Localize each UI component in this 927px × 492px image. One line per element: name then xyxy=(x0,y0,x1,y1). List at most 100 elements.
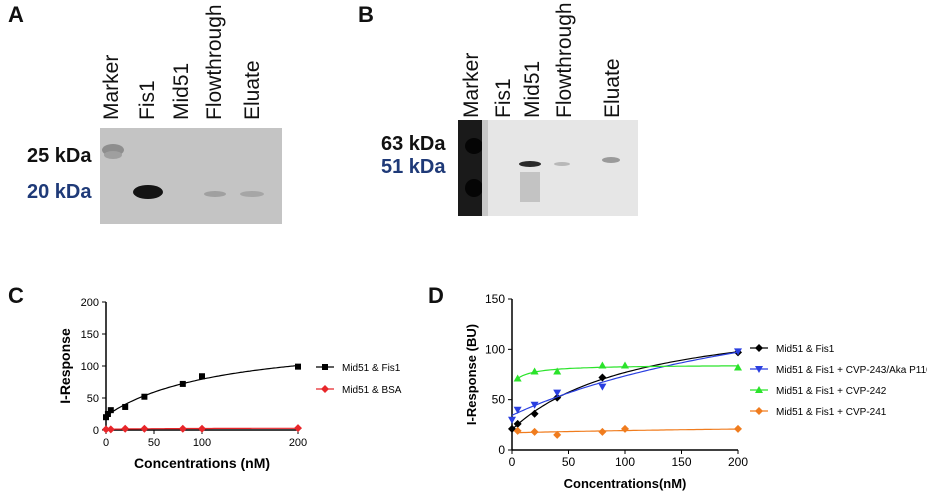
x-tick-label: 0 xyxy=(103,437,109,449)
fit-curve-2 xyxy=(511,351,739,416)
legend-marker-1 xyxy=(755,344,763,352)
gel-a-fis1-band xyxy=(133,185,163,199)
legend-marker-2 xyxy=(755,366,763,373)
legend-marker-1 xyxy=(322,364,328,370)
data-point xyxy=(530,427,539,436)
data-point xyxy=(530,401,539,409)
gel-b-lane-marker: Marker xyxy=(460,52,483,118)
data-point xyxy=(553,393,562,402)
x-tick-label: 200 xyxy=(289,437,307,449)
data-point xyxy=(598,383,607,391)
data-point xyxy=(734,348,742,356)
data-point xyxy=(106,425,115,434)
gel-b-lane-flowthrough: Flowthrough xyxy=(553,2,576,118)
fit-curve-1 xyxy=(511,351,739,430)
data-point xyxy=(122,403,129,410)
data-point xyxy=(508,416,516,424)
gel-b-eluate-band xyxy=(602,157,620,163)
legend-marker-2 xyxy=(321,385,329,393)
data-point xyxy=(102,425,110,434)
x-tick-label: 100 xyxy=(615,455,635,469)
y-axis-label: I-Response xyxy=(57,328,73,404)
data-point xyxy=(598,361,607,369)
x-tick-label: 50 xyxy=(148,437,160,449)
legend-label-2: Mid51 & BSA xyxy=(342,385,402,396)
gel-b-lane-eluate: Eluate xyxy=(601,58,624,118)
gel-a-eluate-band xyxy=(240,191,264,197)
data-point xyxy=(553,430,562,439)
gel-a-flowthrough-band xyxy=(204,191,226,197)
gel-b-lane-fis1: Fis1 xyxy=(492,78,515,118)
data-point xyxy=(513,419,522,428)
data-point xyxy=(530,367,539,375)
y-tick-label: 150 xyxy=(485,292,505,306)
panel-label-c: C xyxy=(8,283,24,308)
panel-label-a: A xyxy=(8,2,24,27)
data-point xyxy=(513,374,522,382)
gel-image-a xyxy=(100,128,282,224)
data-point xyxy=(621,361,629,369)
x-tick-label: 0 xyxy=(509,455,516,469)
panel-label-d: D xyxy=(428,283,444,308)
y-tick-label: 0 xyxy=(93,425,99,437)
y-tick-label: 100 xyxy=(485,342,505,356)
chart-c: 0 50 100 150 200 0 50 100 200 Concentrations (nM)… xyxy=(57,297,402,471)
data-point xyxy=(198,424,206,433)
x-axis-label: Concentrations (nM) xyxy=(134,455,270,471)
data-point xyxy=(513,426,522,435)
gel-a-marker-25kda: 25 kDa xyxy=(27,145,92,167)
data-point xyxy=(294,424,302,433)
gel-a-lane-marker: Marker xyxy=(100,54,123,120)
gel-a-lane-mid51: Mid51 xyxy=(170,62,193,120)
y-tick-label: 50 xyxy=(87,393,99,405)
x-tick-label: 200 xyxy=(728,455,748,469)
data-point xyxy=(734,424,742,433)
gel-b-mid51-band xyxy=(519,161,541,167)
gel-b-lane-mid51: Mid51 xyxy=(521,60,544,118)
data-point xyxy=(178,424,187,433)
gel-b-marker-63kda: 63 kDa xyxy=(381,133,446,155)
data-point xyxy=(553,367,562,375)
data-point xyxy=(107,407,114,414)
data-point xyxy=(513,406,522,414)
y-tick-label: 150 xyxy=(81,329,99,341)
legend-label-1: Mid51 & Fis1 xyxy=(342,363,401,374)
gel-b-flowthrough-band xyxy=(554,162,570,166)
data-point xyxy=(621,424,629,433)
data-point xyxy=(141,393,148,400)
data-point xyxy=(199,373,205,380)
y-tick-label: 0 xyxy=(498,443,505,457)
data-point xyxy=(295,363,301,370)
data-point xyxy=(553,389,562,397)
data-point xyxy=(104,411,111,417)
gel-a-lane-fis1: Fis1 xyxy=(136,80,159,120)
legend-label-1: Mid51 & Fis1 xyxy=(776,344,835,355)
y-tick-label: 100 xyxy=(81,361,99,373)
panel-label-b: B xyxy=(358,2,374,27)
y-tick-label: 200 xyxy=(81,297,99,309)
gel-b-marker-51kda: 51 kDa xyxy=(381,156,446,178)
data-point xyxy=(103,414,109,421)
x-tick-label: 100 xyxy=(193,437,211,449)
data-point xyxy=(121,424,130,433)
legend-label-3: Mid51 & Fis1 + CVP-242 xyxy=(776,386,887,397)
gel-a-marker-20kda: 20 kDa xyxy=(27,181,92,203)
y-tick-label: 50 xyxy=(492,393,506,407)
gel-image-b xyxy=(458,120,638,216)
x-tick-label: 50 xyxy=(562,455,576,469)
data-point xyxy=(140,424,149,433)
chart-d: 0 50 100 150 0 50 100 150 200 Concentrations(nM) I… xyxy=(464,292,927,491)
data-point xyxy=(530,409,539,418)
legend-label-2: Mid51 & Fis1 + CVP-243/Aka P110 xyxy=(776,365,927,376)
data-point xyxy=(598,427,607,436)
fit-curve-1 xyxy=(105,364,299,417)
gel-a-lane-flowthrough: Flowthrough xyxy=(203,4,226,120)
data-point xyxy=(734,363,742,371)
x-tick-label: 150 xyxy=(671,455,691,469)
gel-a-lane-eluate: Eluate xyxy=(241,60,264,120)
fit-curve-4 xyxy=(517,428,739,434)
data-point xyxy=(179,380,186,387)
data-point xyxy=(598,373,607,382)
y-axis-label: I-Response (BU) xyxy=(464,324,479,425)
legend-label-4: Mid51 & Fis1 + CVP-241 xyxy=(776,407,887,418)
